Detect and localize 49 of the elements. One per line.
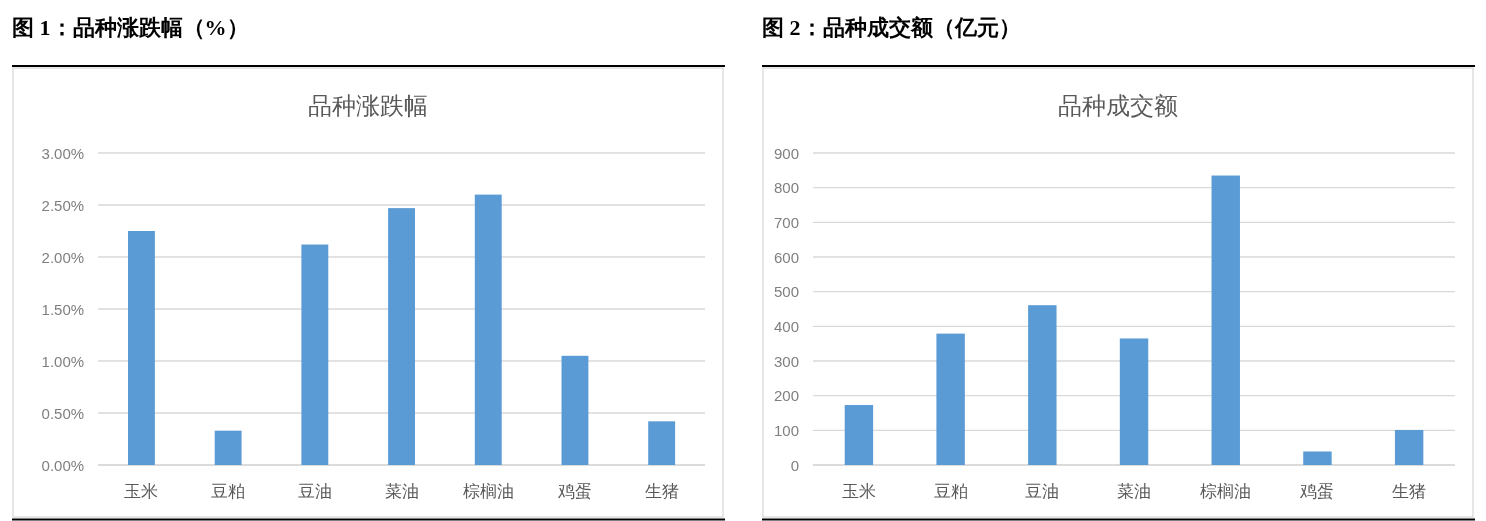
y-tick-label: 1.50% — [41, 300, 85, 318]
x-tick-label: 鸡蛋 — [556, 482, 592, 501]
y-tick-label: 400 — [774, 317, 800, 335]
x-tick-label: 棕榈油 — [1200, 482, 1252, 501]
y-tick-label: 900 — [774, 144, 800, 162]
x-tick-label: 玉米 — [124, 482, 159, 501]
bar — [301, 244, 329, 465]
chart-title: 品种涨跌幅 — [308, 92, 428, 119]
y-tick-label: 600 — [774, 248, 800, 266]
y-tick-label: 800 — [774, 179, 800, 197]
bar — [1119, 338, 1149, 465]
y-tick-label: 500 — [774, 283, 800, 301]
y-tick-label: 3.00% — [41, 144, 85, 162]
y-tick-label: 0.00% — [41, 456, 85, 474]
x-tick-label: 棕榈油 — [462, 482, 514, 501]
y-tick-label: 0.50% — [41, 404, 85, 422]
bar — [936, 333, 965, 465]
bar — [648, 421, 676, 465]
bar — [844, 405, 874, 465]
bar — [128, 231, 155, 465]
y-tick-label: 100 — [774, 421, 800, 439]
bar — [1394, 429, 1424, 465]
y-tick-label: 2.50% — [41, 196, 85, 214]
x-tick-label: 豆油 — [297, 482, 332, 501]
x-tick-label: 菜油 — [384, 482, 419, 501]
bar — [214, 430, 242, 465]
chart-title: 品种成交额 — [1058, 92, 1178, 119]
bar — [561, 355, 589, 465]
y-tick-label: 1.00% — [41, 352, 85, 370]
y-tick-label: 700 — [774, 213, 800, 231]
y-tick-label: 200 — [774, 387, 800, 405]
x-tick-label: 玉米 — [841, 482, 876, 501]
caption: 图 2：品种成交额（亿元） — [762, 15, 1021, 40]
x-tick-label: 生猪 — [1392, 482, 1427, 501]
x-tick-label: 豆粕 — [933, 482, 968, 501]
bar — [1028, 305, 1057, 465]
x-tick-label: 鸡蛋 — [1299, 482, 1335, 501]
x-tick-label: 菜油 — [1117, 482, 1152, 501]
bar — [388, 208, 415, 465]
x-tick-label: 豆粕 — [211, 482, 246, 501]
caption: 图 1：品种涨跌幅（%） — [12, 15, 249, 40]
bar — [1303, 451, 1332, 465]
bar — [1211, 175, 1240, 465]
bar — [474, 194, 502, 465]
x-tick-label: 豆油 — [1025, 482, 1060, 501]
y-tick-label: 300 — [774, 352, 800, 370]
y-tick-label: 2.00% — [41, 248, 85, 266]
x-tick-label: 生猪 — [644, 482, 679, 501]
y-tick-label: 0 — [790, 456, 800, 474]
